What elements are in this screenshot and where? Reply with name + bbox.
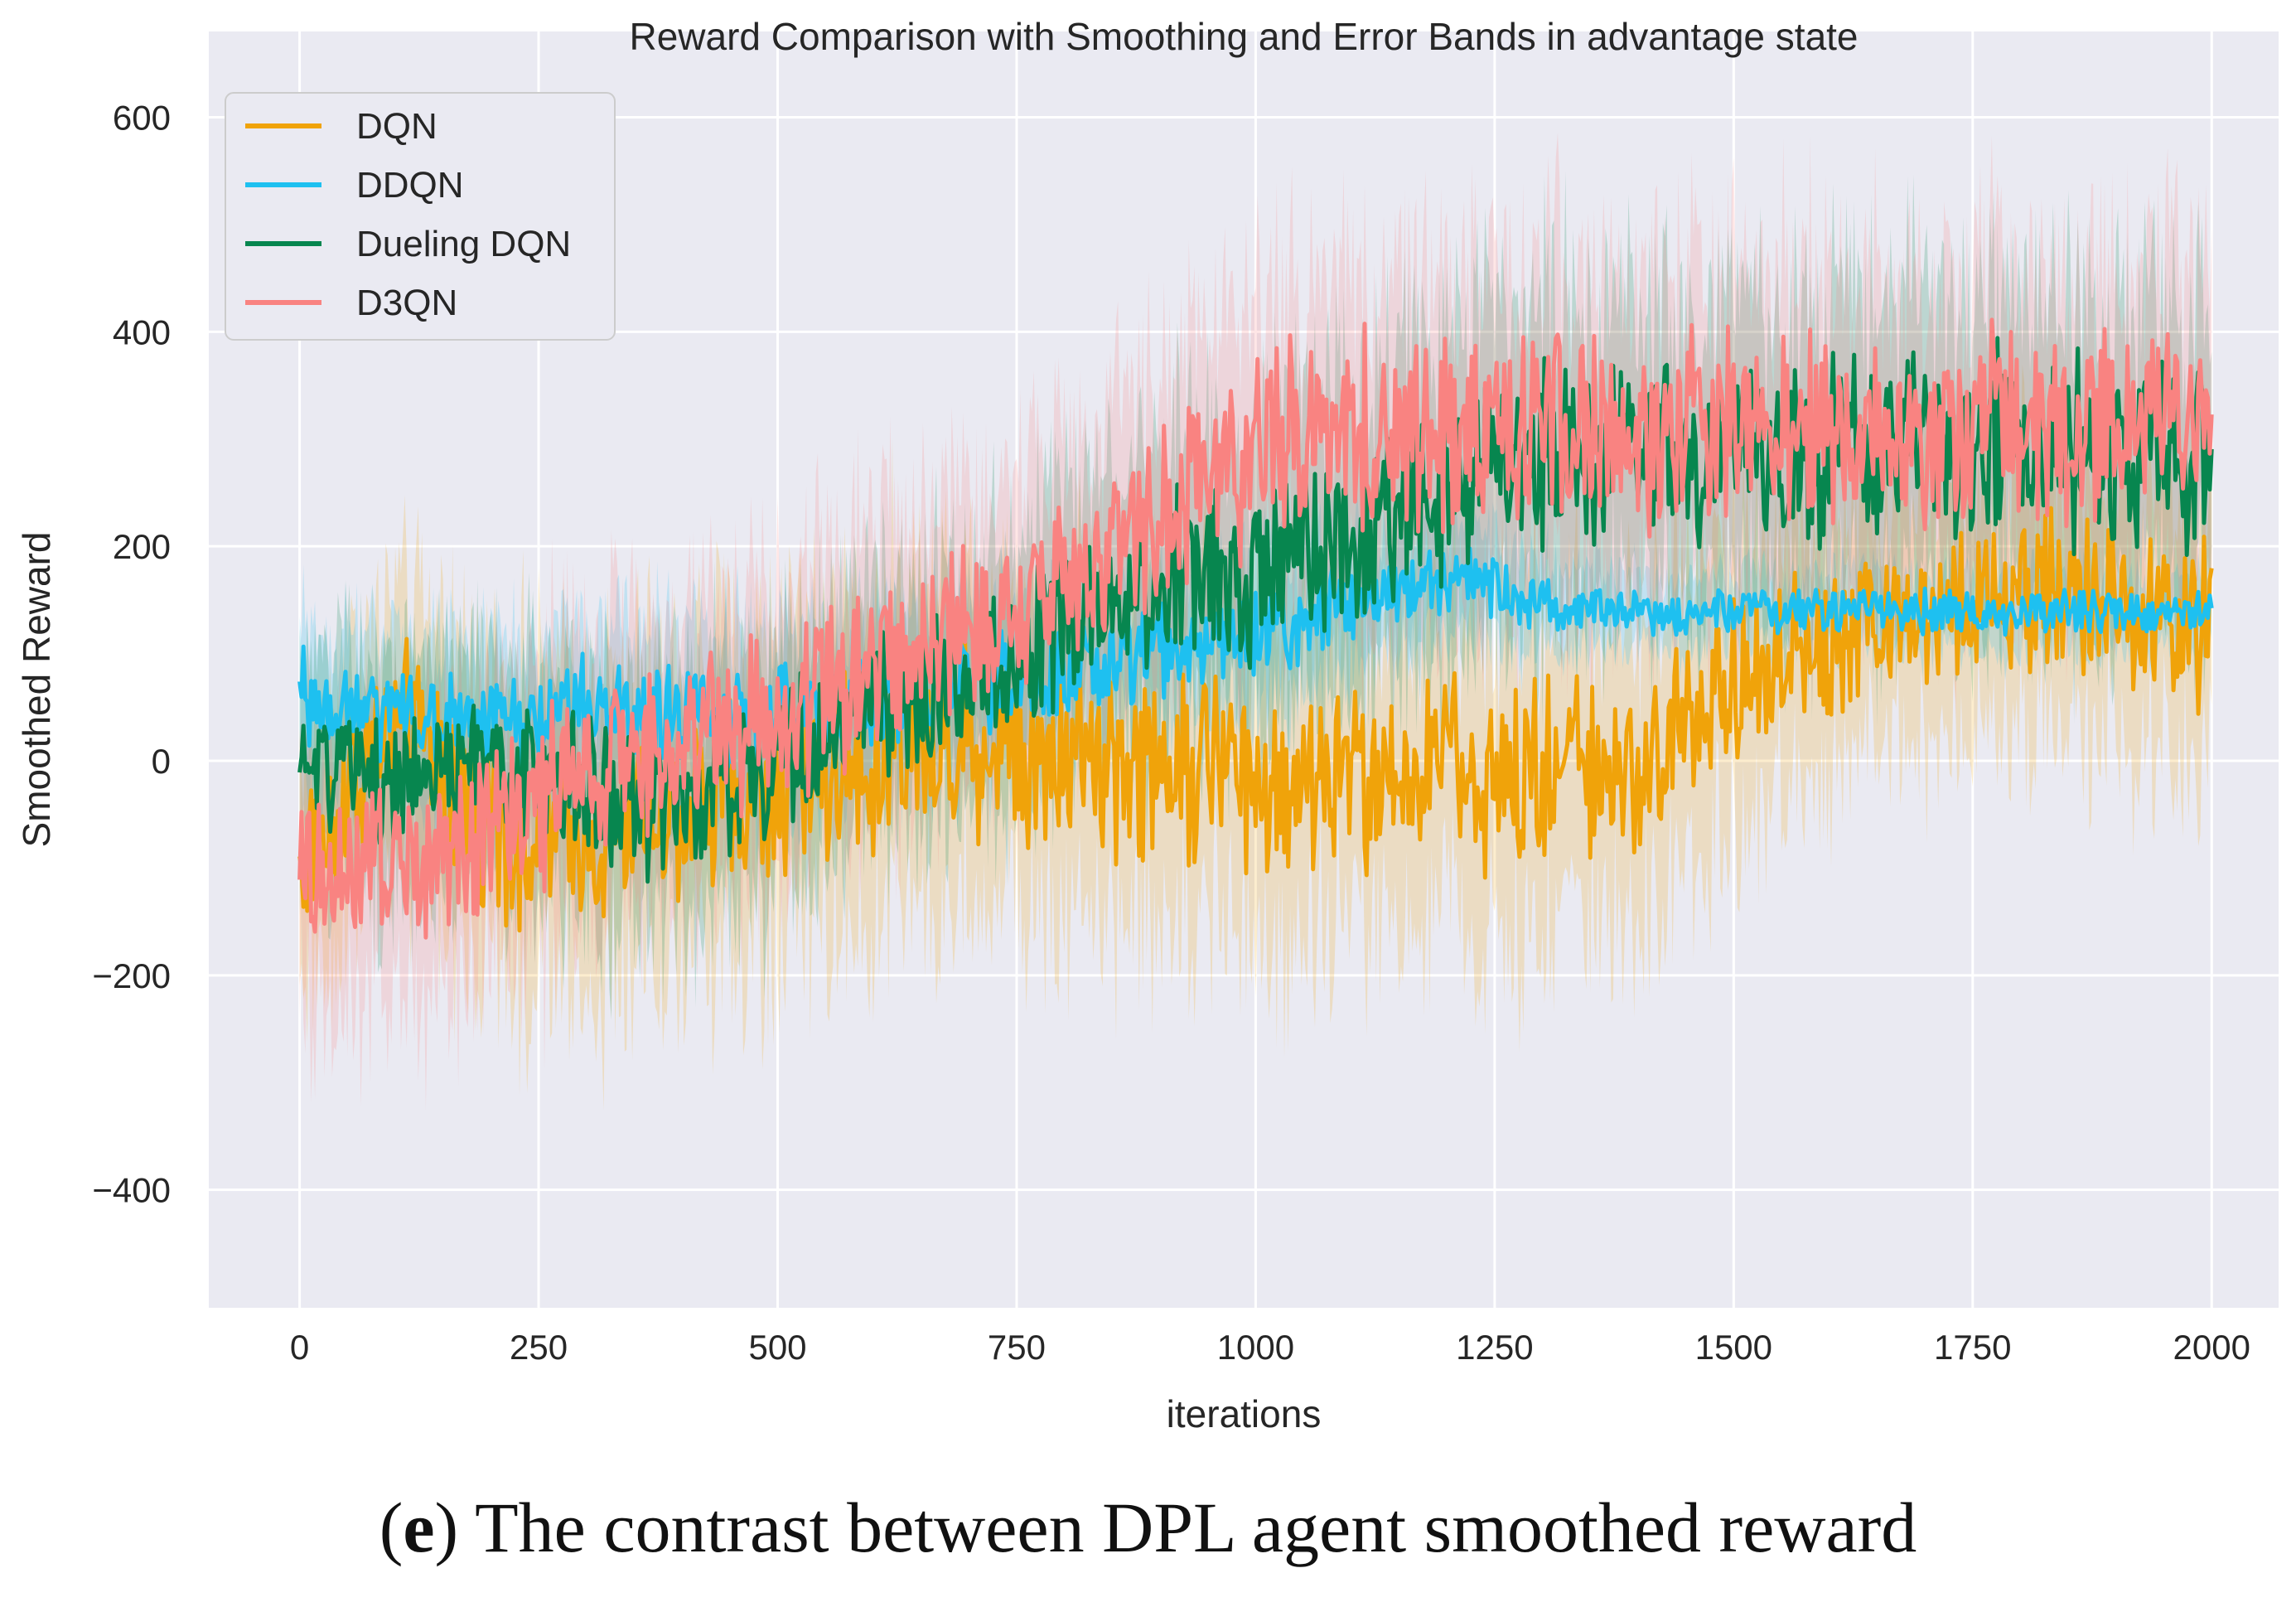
tick-labels: 0 250 500 750 1000 1250 1500 1750 2000 −400 −200 0 2… <box>92 99 2250 1367</box>
y-tick-label: 600 <box>113 99 171 138</box>
legend-label: Dueling DQN <box>356 224 571 264</box>
chart-title: Reward Comparison with Smoothing and Err… <box>629 15 1858 58</box>
caption-text: The contrast between DPL agent smoothed … <box>458 1488 1917 1567</box>
legend: DQN DDQN Dueling DQN D3QN <box>225 92 616 341</box>
y-axis-label: Smoothed Reward <box>15 532 58 848</box>
x-tick-label: 0 <box>290 1328 309 1367</box>
series-lines <box>297 317 2214 940</box>
y-tick-label: 0 <box>152 742 171 781</box>
legend-box <box>225 92 616 341</box>
series-line-d3qn <box>297 317 2214 940</box>
x-tick-label: 1000 <box>1217 1328 1294 1367</box>
x-tick-label: 2000 <box>2173 1328 2250 1367</box>
caption-open: ( <box>379 1488 404 1567</box>
error-band-dqn <box>299 340 2212 1111</box>
x-tick-label: 500 <box>748 1328 806 1367</box>
caption-letter: e <box>403 1488 435 1567</box>
grid <box>209 31 2279 1308</box>
y-tick-label: −400 <box>92 1171 171 1210</box>
series-line-ddqn <box>297 546 2214 769</box>
x-tick-label: 250 <box>510 1328 568 1367</box>
series-line-dueling-dqn <box>297 336 2214 884</box>
figure-caption: (e) The contrast between DPL agent smoot… <box>0 1492 2296 1563</box>
legend-label: DQN <box>356 106 437 147</box>
y-tick-label: 400 <box>113 312 171 351</box>
x-tick-label: 1500 <box>1695 1328 1772 1367</box>
x-tick-label: 1250 <box>1456 1328 1533 1367</box>
legend-label: DDQN <box>356 165 464 206</box>
legend-label: D3QN <box>356 283 457 323</box>
x-axis-label: iterations <box>1167 1392 1322 1435</box>
y-tick-label: −200 <box>92 956 171 995</box>
x-tick-label: 1750 <box>1934 1328 2011 1367</box>
x-tick-label: 750 <box>988 1328 1046 1367</box>
y-tick-label: 200 <box>113 527 171 566</box>
caption-close: ) <box>434 1488 459 1567</box>
